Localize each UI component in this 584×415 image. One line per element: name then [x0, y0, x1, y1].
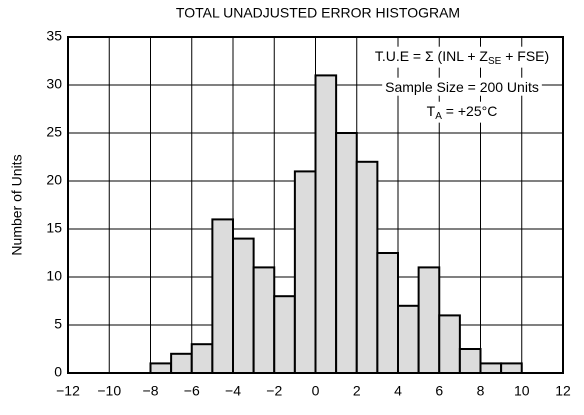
annotation: Sample Size = 200 Units — [385, 79, 539, 95]
bar — [149, 362, 173, 374]
x-tick-label: −4 — [225, 383, 241, 399]
y-tick-label: 20 — [46, 172, 62, 188]
x-tick-label: −6 — [184, 383, 200, 399]
x-tick-label: 6 — [435, 383, 443, 399]
bar — [397, 304, 420, 374]
annotation-text: Sample Size = 200 Units — [385, 79, 539, 95]
y-tick-label: 5 — [54, 316, 62, 332]
bar — [438, 314, 461, 374]
x-tick-label: 2 — [353, 383, 361, 399]
annotation: TA = +25°C — [427, 103, 498, 122]
chart-title: TOTAL UNADJUSTED ERROR HISTOGRAM — [176, 5, 460, 21]
x-tick-label: 4 — [394, 383, 402, 399]
bar — [170, 352, 193, 374]
x-tick-label: −8 — [143, 383, 159, 399]
bar — [252, 266, 276, 374]
annotation-subscript: SE — [488, 56, 502, 67]
bar — [293, 170, 317, 374]
x-tick-label: −2 — [266, 383, 282, 399]
y-tick-label: 30 — [46, 76, 62, 92]
annotation-subscript: A — [435, 111, 442, 122]
annotation-text: + FSE) — [501, 48, 549, 64]
y-tick-label: 10 — [46, 268, 62, 284]
plot-frame — [67, 36, 564, 374]
annotation-background — [382, 77, 542, 96]
bar — [211, 218, 234, 374]
bar — [479, 362, 503, 374]
bar — [232, 237, 255, 374]
bar — [376, 252, 399, 374]
y-axis-label: Number of Units — [9, 154, 25, 255]
x-tick-label: −12 — [56, 383, 80, 399]
bar — [335, 132, 358, 374]
bar — [500, 362, 523, 374]
bar — [190, 343, 214, 375]
annotation-background — [371, 46, 553, 68]
x-tick-label: 10 — [514, 383, 530, 399]
annotation-background — [423, 101, 501, 123]
bar — [273, 295, 296, 375]
bar — [458, 348, 482, 374]
bar — [417, 266, 441, 374]
y-tick-label: 0 — [54, 364, 62, 380]
x-tick-label: 0 — [312, 383, 320, 399]
x-tick-label: 8 — [477, 383, 485, 399]
annotation: T.U.E = Σ (INL + ZSE + FSE) — [375, 48, 549, 67]
y-tick-label: 15 — [46, 220, 62, 236]
x-tick-label: 12 — [555, 383, 571, 399]
y-tick-label: 35 — [46, 28, 62, 44]
annotation-text: = +25°C — [442, 103, 497, 119]
x-tick-label: −10 — [97, 383, 121, 399]
bar — [355, 160, 379, 374]
y-tick-label: 25 — [46, 124, 62, 140]
annotation-text: T — [427, 103, 436, 119]
bar — [314, 74, 338, 375]
annotation-text: T.U.E = Σ (INL + Z — [375, 48, 489, 64]
